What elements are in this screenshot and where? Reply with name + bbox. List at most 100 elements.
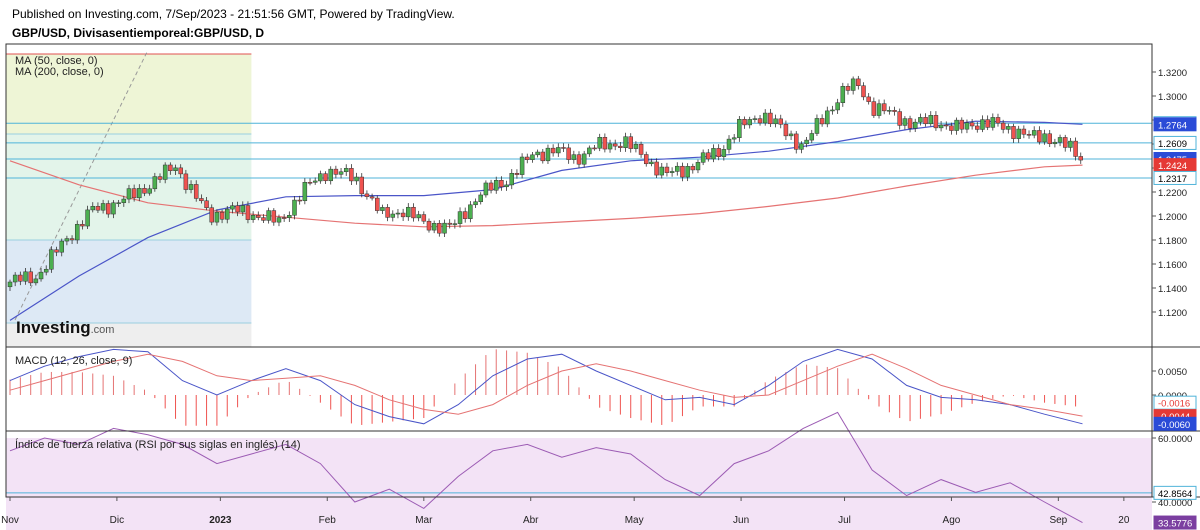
candle-up xyxy=(250,215,256,220)
candle-up xyxy=(545,147,551,162)
candle-up xyxy=(395,212,401,215)
candle-up xyxy=(876,103,882,116)
candle-down xyxy=(778,118,783,125)
ma50-legend: MA (50, close, 0) xyxy=(15,55,98,67)
candle-down xyxy=(969,122,975,127)
signal-line xyxy=(9,353,1083,417)
candle-down xyxy=(1021,128,1027,135)
candle-up xyxy=(416,214,421,219)
candle-down xyxy=(742,119,747,126)
candle-up xyxy=(695,162,701,171)
candle-down xyxy=(131,188,137,199)
candle-down xyxy=(612,143,618,147)
ma50-line xyxy=(9,120,1083,321)
price-axis-label: 1.2000 xyxy=(1158,212,1187,223)
candle-up xyxy=(442,222,447,234)
candle-down xyxy=(349,168,354,182)
candle-up xyxy=(747,119,752,126)
candle-down xyxy=(866,96,871,102)
candle-down xyxy=(856,78,861,86)
candle-down xyxy=(566,147,571,160)
candle-up xyxy=(338,171,344,175)
candle-down xyxy=(1047,133,1052,145)
time-axis-label: Sep xyxy=(1049,515,1067,526)
candle-up xyxy=(100,203,106,211)
candle-down xyxy=(488,182,494,191)
candle-up xyxy=(152,176,158,190)
candle-up xyxy=(1057,137,1063,143)
price-axis-label: 1.1600 xyxy=(1158,260,1187,271)
candle-up xyxy=(43,268,49,273)
candle-up xyxy=(230,205,235,210)
price-label: 1.2764 xyxy=(1158,120,1187,131)
price-axis-label: 1.2200 xyxy=(1158,188,1187,199)
macd-legend: MACD (12, 26, close, 9) xyxy=(15,355,132,367)
candle-down xyxy=(933,115,939,129)
candle-up xyxy=(954,119,959,131)
candle-up xyxy=(38,271,44,280)
candle-down xyxy=(716,148,721,157)
candle-up xyxy=(33,278,39,284)
symbol-title: GBP/USD, Divisasentiemporeal:GBP/USD, D xyxy=(12,26,265,40)
candle-down xyxy=(333,168,339,175)
candle-down xyxy=(757,118,763,124)
candle-down xyxy=(80,224,85,227)
candle-down xyxy=(261,217,266,221)
candle-down xyxy=(525,156,530,160)
candle-up xyxy=(240,205,246,213)
time-axis-label: Dic xyxy=(110,515,124,526)
candle-up xyxy=(23,271,28,282)
time-axis-label: Jun xyxy=(733,515,749,526)
candle-up xyxy=(938,124,944,129)
candle-down xyxy=(271,210,277,223)
candle-up xyxy=(287,215,292,219)
candle-up xyxy=(1052,141,1058,145)
candle-down xyxy=(892,110,897,112)
candle-down xyxy=(540,151,546,162)
candle-down xyxy=(168,164,173,171)
candle-down xyxy=(499,179,504,188)
candle-down xyxy=(628,136,633,149)
candle-up xyxy=(1016,128,1021,139)
candle-up xyxy=(721,149,727,157)
price-label-box xyxy=(1153,117,1197,132)
candle-down xyxy=(561,147,566,149)
candle-up xyxy=(685,166,690,178)
candle-up xyxy=(581,153,587,165)
candle-down xyxy=(819,118,825,125)
candle-up xyxy=(318,173,323,182)
time-axis-label: Abr xyxy=(523,515,539,526)
rsi-axis-label: 60.0000 xyxy=(1158,434,1192,445)
candle-up xyxy=(902,118,908,126)
candle-down xyxy=(364,193,370,197)
time-axis-label: Mar xyxy=(415,515,433,526)
candle-up xyxy=(773,118,778,125)
candle-up xyxy=(587,147,592,155)
time-axis-label: Jul xyxy=(838,515,851,526)
candle-up xyxy=(137,188,142,199)
candle-up xyxy=(825,110,830,125)
candle-down xyxy=(706,152,711,160)
candle-down xyxy=(95,206,101,211)
candle-down xyxy=(944,124,949,127)
candle-down xyxy=(664,166,670,173)
candle-up xyxy=(731,137,737,140)
candle-down xyxy=(199,198,204,202)
candle-down xyxy=(209,207,214,223)
candle-up xyxy=(493,179,499,191)
candle-down xyxy=(297,199,302,202)
fib-zone xyxy=(6,323,252,347)
candle-up xyxy=(519,156,525,175)
candle-up xyxy=(633,143,639,149)
macd-value-label: -0.0060 xyxy=(1158,420,1190,431)
price-label: 1.2424 xyxy=(1158,161,1187,172)
candle-up xyxy=(659,166,665,176)
candle-up xyxy=(380,207,385,211)
candle-down xyxy=(643,154,649,165)
candle-down xyxy=(157,176,163,180)
candle-up xyxy=(431,223,437,231)
candle-up xyxy=(1031,130,1037,136)
price-label: 1.2317 xyxy=(1158,174,1187,185)
candle-up xyxy=(530,154,535,160)
